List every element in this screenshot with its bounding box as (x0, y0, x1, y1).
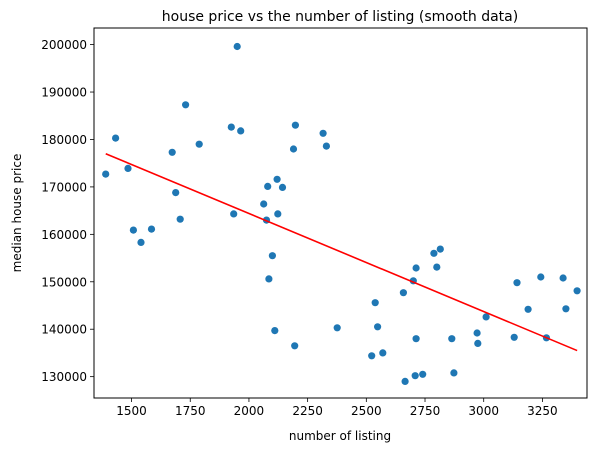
y-tick-label: 130000 (41, 370, 87, 384)
data-point (322, 142, 330, 150)
plot-area (94, 28, 587, 398)
x-tick-label: 3000 (468, 404, 499, 418)
x-tick-label: 3250 (527, 404, 558, 418)
plot-background (94, 28, 587, 398)
data-point (233, 42, 241, 51)
data-point (510, 333, 518, 341)
data-point (264, 182, 272, 190)
data-point (319, 129, 327, 137)
data-point (260, 200, 268, 208)
data-point (333, 324, 341, 332)
data-point (265, 275, 273, 283)
data-point (448, 335, 456, 343)
x-axis: 1500 1750 2000 2250 2500 2750 3000 3250 (116, 398, 558, 418)
data-point (237, 127, 245, 135)
x-tick-label: 1750 (175, 404, 206, 418)
data-point (573, 287, 581, 295)
data-point (274, 210, 282, 218)
data-point (273, 175, 281, 183)
x-tick-label: 2500 (351, 404, 382, 418)
data-point (379, 349, 387, 357)
data-point (129, 226, 137, 234)
data-point (195, 140, 203, 148)
data-point (291, 342, 299, 350)
data-point (401, 377, 409, 385)
data-point (112, 134, 120, 142)
data-point (182, 101, 190, 109)
y-tick-label: 150000 (41, 275, 87, 289)
points-layer (102, 42, 581, 385)
data-point (450, 369, 458, 377)
y-tick-label: 200000 (41, 38, 87, 52)
data-point (227, 123, 235, 131)
y-tick-label: 170000 (41, 180, 87, 194)
data-point (289, 145, 298, 153)
data-point (102, 170, 110, 178)
data-point (271, 327, 279, 335)
data-point (537, 273, 545, 281)
data-point (411, 372, 419, 380)
data-point (230, 210, 238, 218)
data-point (291, 121, 299, 129)
data-point (137, 238, 145, 246)
x-tick-label: 2750 (410, 404, 441, 418)
data-point (412, 335, 420, 343)
plot-frame (93, 27, 588, 399)
data-point (430, 249, 438, 257)
data-point (374, 323, 382, 331)
y-tick-label: 180000 (41, 133, 87, 147)
data-point (436, 245, 444, 253)
y-tick-label: 160000 (41, 228, 87, 242)
data-point (172, 189, 180, 197)
y-axis-title: median house price (10, 154, 24, 273)
data-point (562, 305, 570, 313)
data-point (513, 279, 521, 287)
data-point (559, 274, 567, 282)
data-point (419, 370, 427, 378)
data-point (124, 164, 132, 172)
data-point (168, 148, 176, 156)
y-tick-label: 140000 (41, 323, 87, 337)
data-point (473, 329, 481, 337)
x-axis-title: number of listing (289, 429, 391, 443)
data-point (433, 263, 441, 271)
data-point (278, 183, 287, 191)
data-point (176, 215, 184, 223)
data-point (268, 252, 276, 260)
y-axis: 130000 140000 150000 160000 170000 180000 1900… (41, 38, 94, 384)
data-point (412, 264, 420, 272)
data-point (524, 305, 532, 313)
data-point (371, 299, 379, 307)
trend-line (105, 152, 578, 352)
chart-title: house price vs the number of listing (sm… (162, 9, 518, 25)
y-tick-label: 190000 (41, 86, 87, 100)
x-tick-label: 1500 (116, 404, 147, 418)
data-point (482, 313, 490, 321)
x-tick-label: 2250 (292, 404, 323, 418)
x-tick-label: 2000 (234, 404, 265, 418)
data-point (368, 352, 376, 360)
data-point (399, 289, 407, 297)
data-point (147, 225, 156, 233)
data-point (474, 339, 482, 347)
trend-line-layer (105, 152, 578, 352)
